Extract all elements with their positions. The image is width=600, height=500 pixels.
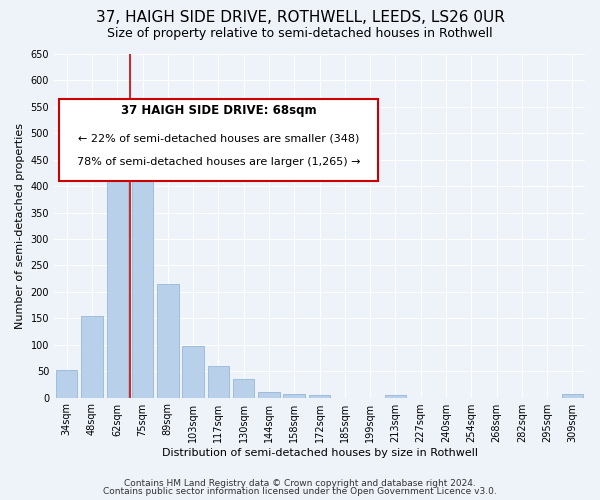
Text: 37 HAIGH SIDE DRIVE: 68sqm: 37 HAIGH SIDE DRIVE: 68sqm — [121, 104, 316, 117]
Text: Contains HM Land Registry data © Crown copyright and database right 2024.: Contains HM Land Registry data © Crown c… — [124, 478, 476, 488]
Bar — [208, 366, 229, 398]
Bar — [81, 316, 103, 398]
Bar — [258, 392, 280, 398]
Bar — [182, 346, 204, 398]
Text: 78% of semi-detached houses are larger (1,265) →: 78% of semi-detached houses are larger (… — [77, 157, 361, 167]
Bar — [132, 115, 153, 398]
Text: Size of property relative to semi-detached houses in Rothwell: Size of property relative to semi-detach… — [107, 28, 493, 40]
Bar — [283, 394, 305, 398]
Text: ← 22% of semi-detached houses are smaller (348): ← 22% of semi-detached houses are smalle… — [78, 133, 359, 143]
X-axis label: Distribution of semi-detached houses by size in Rothwell: Distribution of semi-detached houses by … — [161, 448, 478, 458]
Bar — [385, 396, 406, 398]
Bar — [56, 370, 77, 398]
FancyBboxPatch shape — [59, 98, 378, 181]
Bar — [233, 378, 254, 398]
Bar — [157, 284, 179, 398]
Bar — [309, 395, 330, 398]
Bar — [562, 394, 583, 398]
Text: 37, HAIGH SIDE DRIVE, ROTHWELL, LEEDS, LS26 0UR: 37, HAIGH SIDE DRIVE, ROTHWELL, LEEDS, L… — [95, 10, 505, 25]
Text: Contains public sector information licensed under the Open Government Licence v3: Contains public sector information licen… — [103, 487, 497, 496]
Bar — [107, 161, 128, 398]
Y-axis label: Number of semi-detached properties: Number of semi-detached properties — [15, 123, 25, 329]
